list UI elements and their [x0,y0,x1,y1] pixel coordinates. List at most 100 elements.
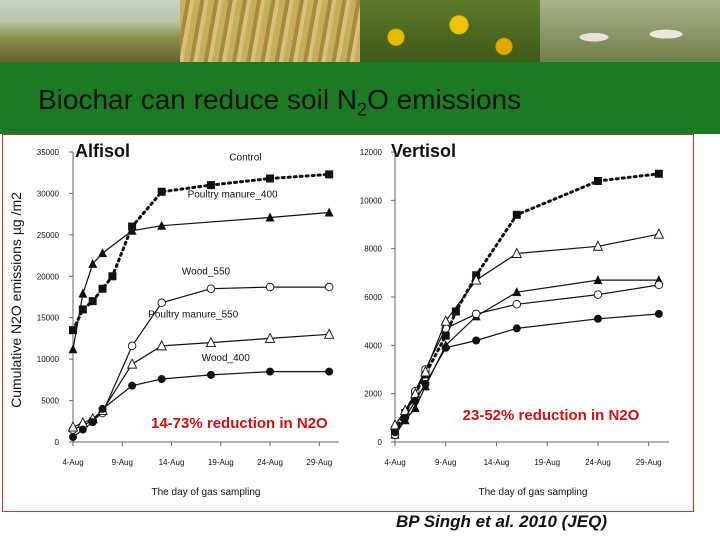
series-point-triangle-open [440,315,451,326]
series-line [71,172,331,332]
chart-panel: 0 5000 10000 15000 20000 25000 30000 35000 4-Aug… [2,134,694,512]
y-tick-label: 5000 [41,397,59,406]
series-point-square [108,272,117,281]
x-tick-label: 24-Aug [257,458,283,467]
series-point-square [88,297,97,306]
sheep-photo [540,0,720,62]
series-point-triangle-open [205,336,217,348]
series-point-triangle [324,207,334,217]
series-point-triangle-open [323,328,335,339]
series-point-triangle [98,248,108,258]
field-photo [0,0,180,62]
series-point-triangle [265,212,275,222]
series-label: Wood_400 [202,353,251,364]
series-point-square [98,284,107,293]
series-point-triangle [410,403,420,413]
series-point-triangle [68,344,78,354]
x-tick-label: 29-Aug [306,458,332,467]
y-tick-label: 2000 [364,390,382,399]
series-label: Wood_550 [182,267,231,278]
series-point-circle-open [593,290,603,299]
series-line [394,233,660,426]
series-point-triangle [512,287,522,297]
series-point-square [325,170,334,179]
series-line [72,333,330,428]
series-point-triangle-open [156,339,167,351]
x-axis-label: The day of gas sampling [152,487,261,498]
reduction-annotation: 14-73% reduction in N2O [151,415,328,432]
series-point-triangle-open [592,240,604,251]
x-tick-label: 14-Aug [159,458,185,467]
photo-banner [0,0,720,62]
series-point-circle [69,433,77,442]
series-point-circle [206,370,215,379]
series-point-square [512,210,521,219]
series-label: Poultry manure_550 [148,310,238,321]
series-point-circle-open [324,282,334,292]
x-tick-label: 29-Aug [636,458,662,467]
y-tick-label: 6000 [364,293,382,302]
series-point-circle [441,343,450,352]
reduction-annotation: 23-52% reduction in N2O [463,407,640,424]
series-point-triangle-open [126,358,138,369]
x-axis-label: The day of gas sampling [479,487,588,498]
y-tick-label: 12000 [360,148,383,157]
series-point-circle [411,396,420,405]
series-point-circle [88,418,97,427]
series-point-triangle [157,220,167,230]
y-tick-label: 0 [55,438,60,447]
series-point-triangle-open [420,365,431,377]
series-point-square [654,169,663,178]
citation: BP Singh et al. 2010 (JEQ) [396,512,607,531]
x-tick-label: 9-Aug [435,458,456,467]
series-point-circle-open [265,282,275,292]
series-point-triangle [127,225,137,235]
x-tick-label: 4-Aug [62,458,83,467]
series-point-circle [391,428,399,437]
series-point-square [593,177,602,185]
y-tick-label: 20000 [37,272,60,281]
sunflower-photo [360,0,540,62]
series-point-circle [98,404,107,413]
series-point-triangle [593,275,603,285]
series-point-circle-open [654,280,664,290]
series-point-circle-open [471,309,481,319]
series-point-circle-open [157,298,166,308]
series-point-circle [593,314,602,323]
y-axis-label: Cumulative N2O emissions µg /m2 [8,192,24,408]
series-point-circle [654,309,663,318]
series-line [72,211,330,350]
series-point-square [78,305,87,314]
series-point-circle [266,367,275,376]
x-tick-label: 14-Aug [484,458,510,467]
series-line [393,172,661,432]
series-point-circle [401,413,410,422]
chart-title: Vertisol [391,141,456,161]
series-point-circle-open [127,341,137,351]
slide-title: Biochar can reduce soil N2O emissions [38,84,521,121]
series-point-triangle-open [470,274,482,285]
y-tick-label: 10000 [360,196,383,205]
wheat-photo [180,0,360,62]
series-point-triangle-open [264,332,276,343]
x-tick-label: 19-Aug [208,458,234,467]
title-text-post: O emissions [367,84,522,115]
series-point-square [157,187,166,196]
y-tick-label: 10000 [37,355,60,364]
series-point-circle [157,375,166,384]
series-point-square [441,331,450,340]
series-label: Poultry manure_400 [188,190,278,201]
chart-title: Alfisol [75,141,130,161]
series-label: Control [229,152,261,163]
y-tick-label: 30000 [37,189,60,198]
x-tick-label: 9-Aug [112,458,133,467]
series-point-circle [325,367,334,376]
series-point-square [69,326,77,335]
series-point-circle [421,380,430,388]
series-point-triangle [78,288,88,298]
y-tick-label: 35000 [37,148,60,157]
series-point-circle [472,336,481,345]
series-point-circle [512,324,521,333]
series-point-circle [128,381,137,390]
x-tick-label: 19-Aug [534,458,560,467]
